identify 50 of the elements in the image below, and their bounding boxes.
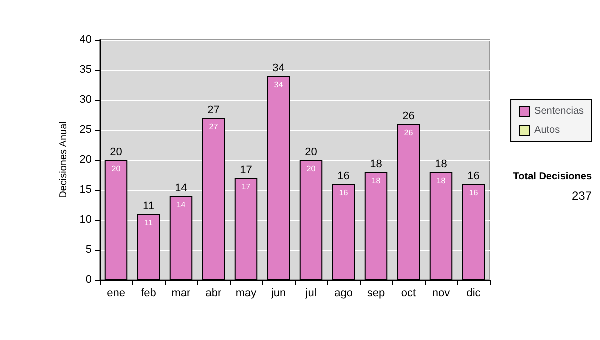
text: 237 [572, 189, 592, 203]
y-tick-label: 35 [80, 64, 92, 76]
data-label: 18 [436, 176, 446, 186]
text: Total Decisiones [513, 172, 592, 182]
y-tick-label: 30 [80, 94, 92, 106]
total-label: 11 [143, 200, 154, 212]
x-tick-label: mar [172, 288, 192, 300]
data-label: 17 [242, 182, 252, 192]
data-label: 20 [306, 164, 316, 174]
total-label: 16 [468, 170, 480, 182]
data-label: 27 [209, 122, 219, 132]
data-label: 16 [339, 188, 349, 198]
data-label: 26 [404, 128, 414, 138]
total-label: 18 [435, 158, 448, 170]
x-tick-label: ene [107, 288, 126, 300]
data-label: 16 [469, 188, 479, 198]
y-tick-label: 25 [80, 124, 92, 136]
x-tick-label: may [236, 288, 258, 300]
total-label: 17 [240, 164, 252, 176]
x-tick-label: jul [304, 288, 317, 300]
total-label: 26 [402, 110, 415, 122]
y-tick-label: 40 [80, 34, 92, 46]
data-label: 18 [372, 176, 382, 186]
total-label: 16 [338, 170, 350, 182]
total-label: 20 [305, 146, 318, 158]
total-label: 14 [175, 182, 188, 194]
y-tick-label: 10 [80, 214, 92, 226]
data-label: 20 [112, 164, 122, 174]
y-axis-title: Decisiones Anual [58, 122, 70, 198]
total-label: 27 [208, 104, 220, 116]
data-label: 34 [274, 80, 284, 90]
x-tick-label: ago [334, 288, 353, 300]
y-tick-label: 20 [80, 154, 92, 166]
y-tick-label: 15 [80, 184, 92, 196]
total-label: 34 [272, 62, 285, 74]
legend-label: Autos [534, 125, 560, 136]
y-tick-label: 0 [86, 274, 92, 286]
y-tick-label: 5 [86, 244, 92, 256]
x-tick-label: feb [141, 288, 156, 300]
x-tick-label: jun [270, 288, 286, 300]
x-tick-label: dic [466, 288, 482, 300]
x-tick-label: abr [206, 288, 222, 300]
x-tick-label: sep [367, 288, 386, 300]
data-label: 14 [176, 200, 186, 210]
legend-label: Sentencias [534, 106, 584, 117]
x-tick-label: nov [432, 288, 451, 300]
total-label: 20 [110, 146, 122, 158]
x-tick-label: oct [401, 288, 416, 300]
data-label: 11 [144, 218, 154, 228]
total-label: 18 [370, 158, 382, 170]
